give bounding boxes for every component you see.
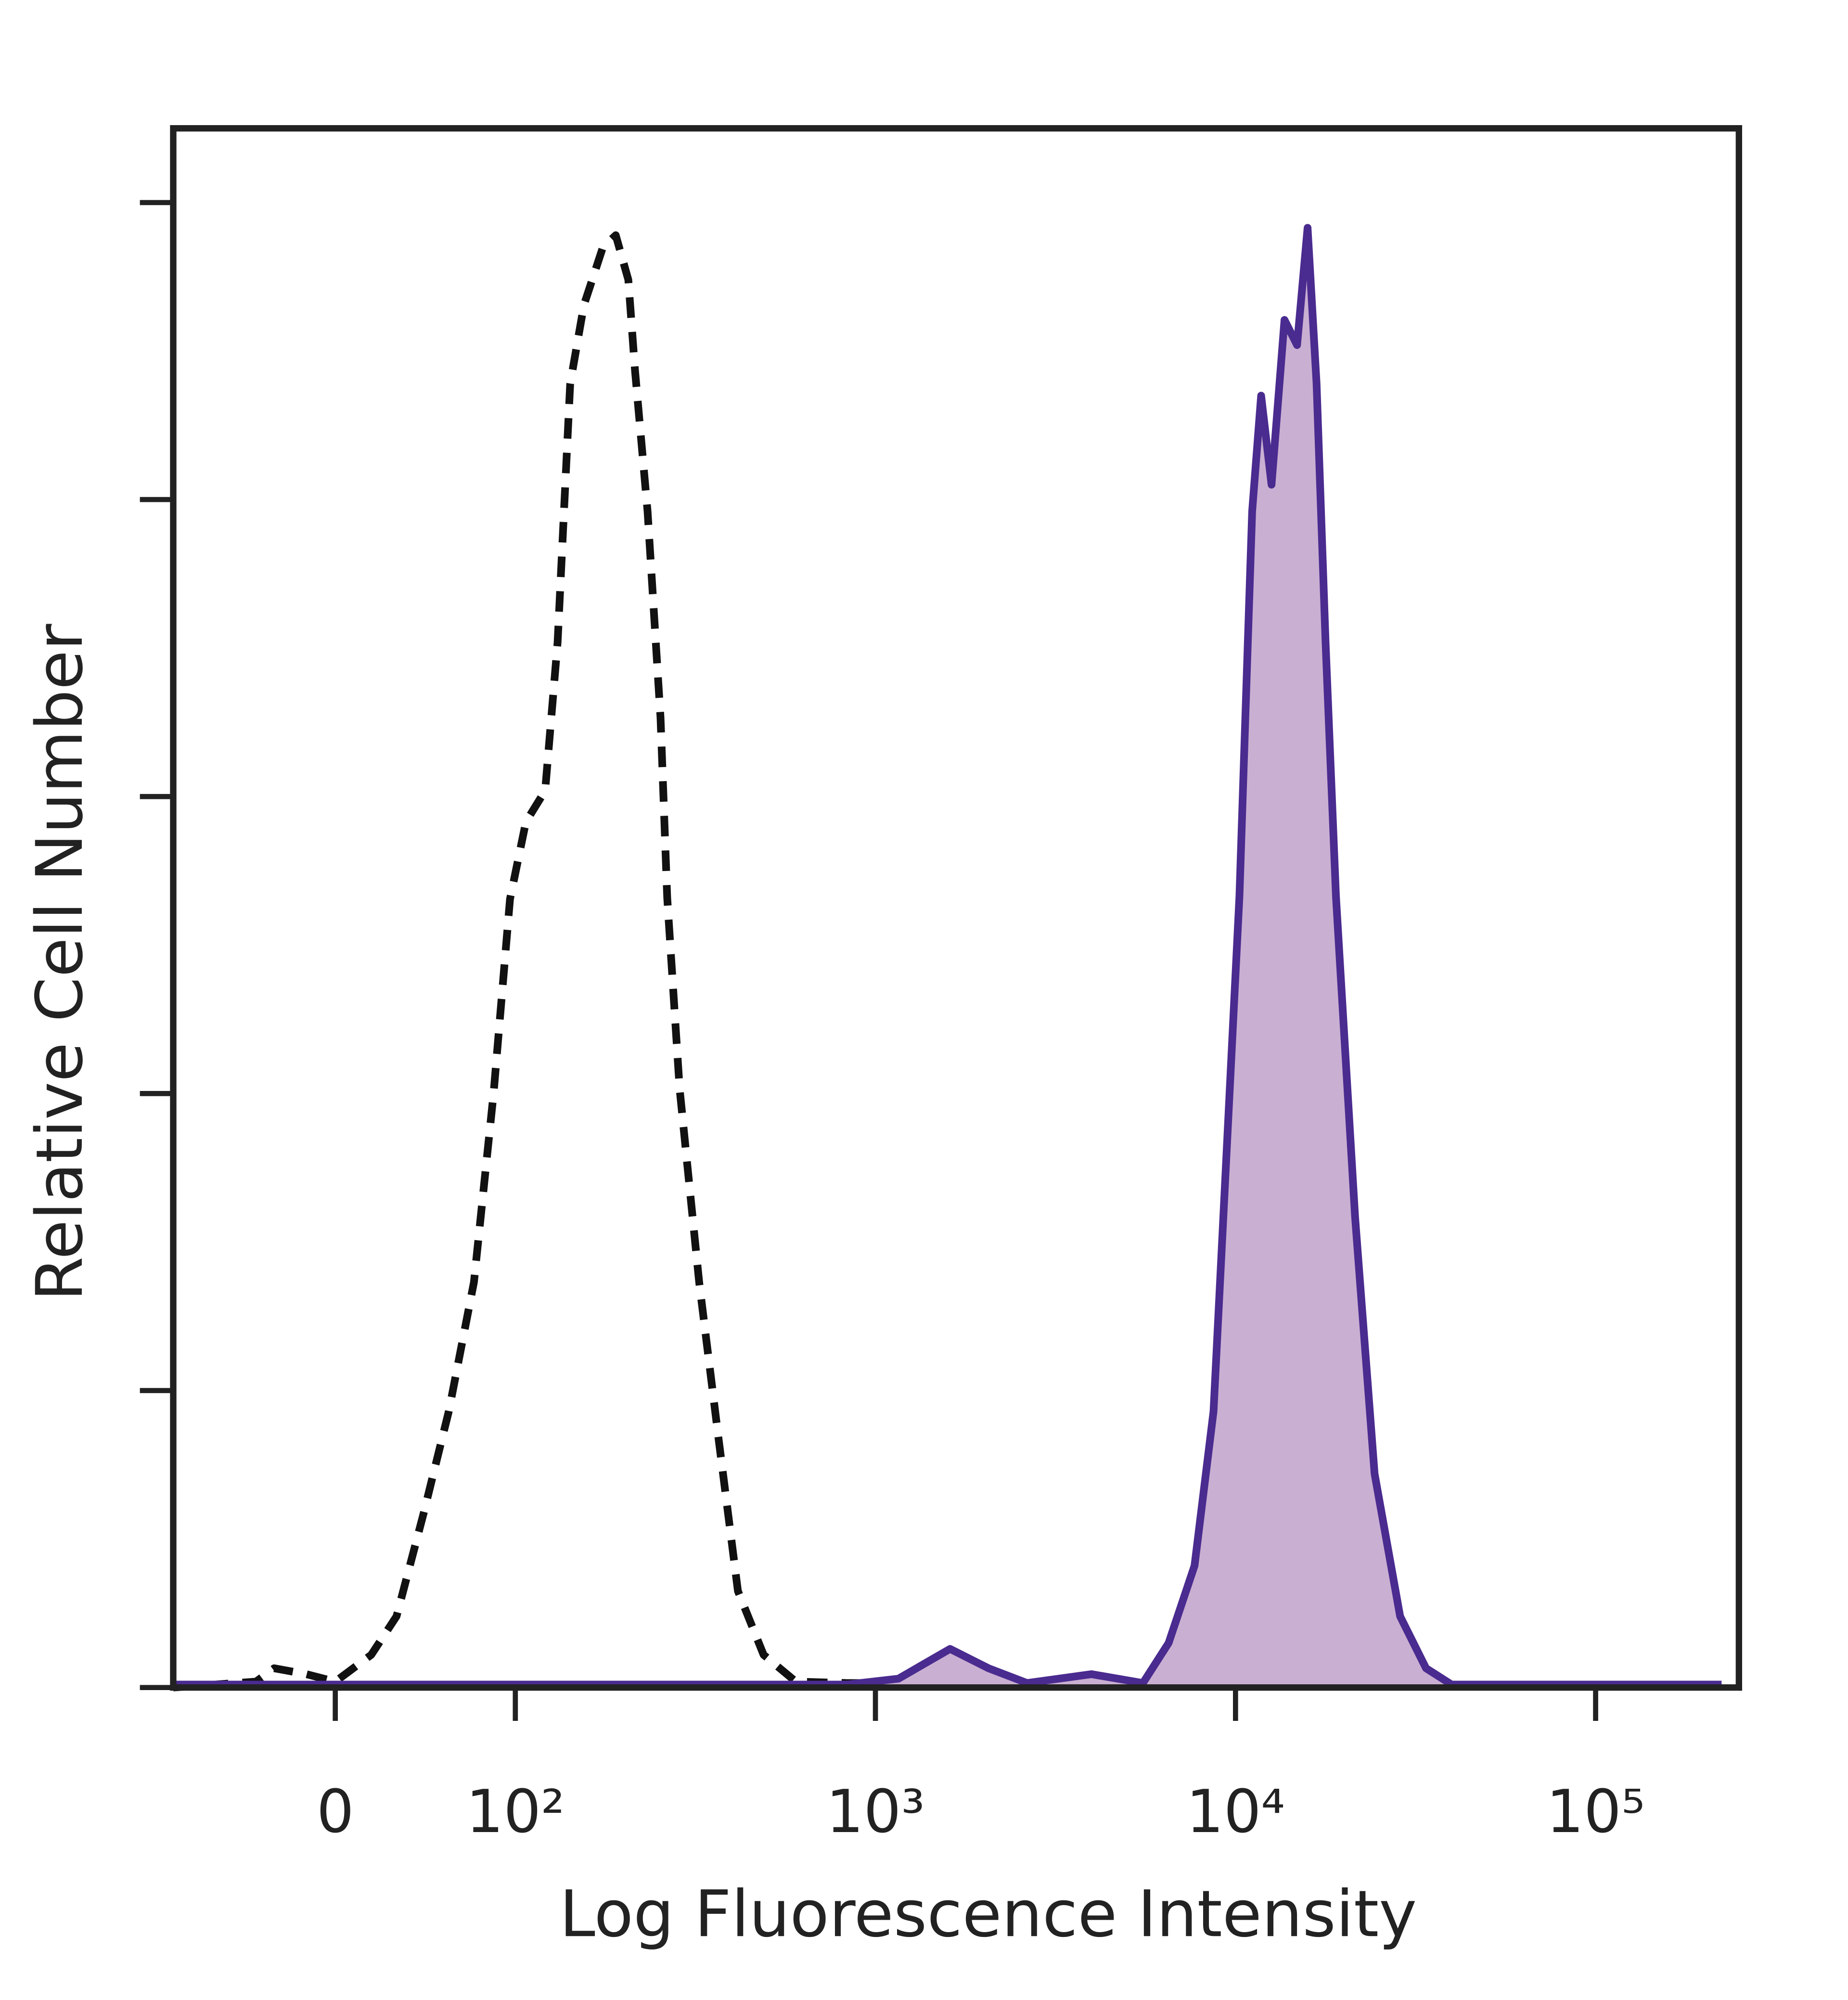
x-axis-label: Log Fluorescence Intensity bbox=[560, 1877, 1417, 1951]
plot-area bbox=[173, 224, 1722, 1692]
area bbox=[173, 228, 1722, 1688]
line bbox=[173, 224, 1722, 1689]
y-axis-label: Relative Cell Number bbox=[23, 624, 97, 1301]
x-tick-label: 10⁴ bbox=[1186, 1777, 1285, 1846]
x-tick-label: 10³ bbox=[826, 1777, 924, 1846]
plot-frame bbox=[170, 125, 1742, 1691]
x-tick-label: 0 bbox=[317, 1777, 354, 1846]
x-tick-label: 10⁵ bbox=[1546, 1777, 1645, 1846]
line bbox=[173, 231, 898, 1692]
x-tick-label: 10² bbox=[466, 1777, 565, 1846]
